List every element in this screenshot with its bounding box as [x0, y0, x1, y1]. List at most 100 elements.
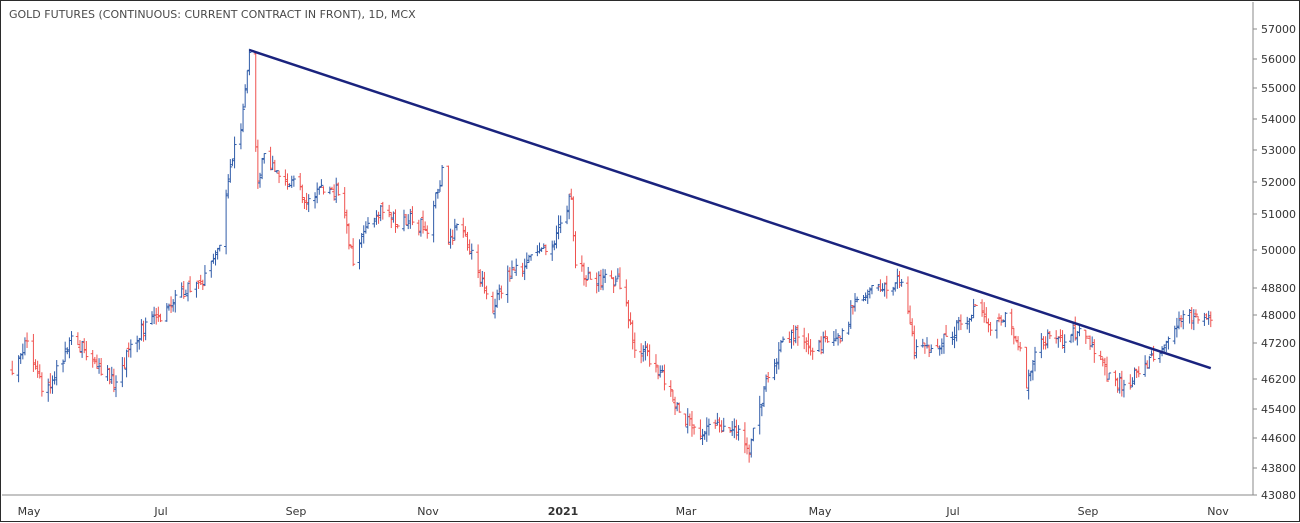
ohlc-bar: [480, 270, 485, 287]
y-tick-label: 50000: [1261, 244, 1296, 257]
ohlc-bar: [321, 186, 326, 195]
ohlc-bar: [262, 153, 267, 164]
ohlc-bar: [685, 408, 690, 434]
ohlc-bar: [1092, 339, 1097, 363]
ohlc-bar: [156, 306, 161, 322]
ohlc-bar: [721, 417, 726, 432]
ohlc-bar: [285, 173, 290, 190]
ohlc-bar: [869, 285, 874, 295]
ohlc-bar: [194, 281, 199, 298]
y-tick-label: 56000: [1261, 53, 1296, 66]
ohlc-bar: [54, 360, 59, 386]
ohlc-bar: [632, 332, 637, 358]
ohlc-bar: [613, 275, 618, 286]
ohlc-bar: [1119, 370, 1124, 397]
ohlc-bar: [965, 316, 970, 330]
ohlc-bar: [304, 192, 309, 211]
ohlc-bar: [950, 331, 955, 345]
x-tick-label: Sep: [286, 505, 307, 518]
ohlc-bar: [25, 332, 30, 348]
ohlc-bar: [802, 327, 807, 350]
ohlc-bar: [804, 337, 809, 353]
ohlc-bar: [609, 270, 614, 279]
ohlc-bar: [179, 282, 184, 298]
ohlc-bar: [499, 285, 504, 299]
ohlc-bar: [120, 357, 125, 388]
ohlc-bar: [954, 320, 959, 342]
ohlc-bar: [706, 418, 711, 436]
ohlc-bar: [80, 340, 85, 358]
x-tick-label: Mar: [676, 505, 697, 518]
ohlc-bar: [973, 304, 978, 306]
y-tick-label: 45400: [1261, 403, 1296, 416]
ohlc-bar: [50, 375, 55, 394]
ohlc-bar: [704, 417, 709, 442]
ohlc-bar: [1107, 372, 1112, 380]
ohlc-bar: [128, 339, 133, 358]
ohlc-bar: [247, 48, 252, 76]
ohlc-bar: [171, 299, 176, 312]
ohlc-bar: [1030, 359, 1035, 381]
ohlc-bar: [736, 425, 741, 441]
ohlc-bar: [1056, 336, 1061, 348]
x-tick-label: May: [18, 505, 41, 518]
ohlc-bar: [899, 279, 904, 287]
ohlc-bar: [228, 159, 233, 183]
ohlc-bar: [956, 316, 961, 331]
x-tick-label: May: [809, 505, 832, 518]
ohlc-bar: [327, 186, 332, 195]
ohlc-bar: [670, 389, 675, 402]
ohlc-bar: [484, 285, 489, 300]
ohlc-bar: [643, 341, 648, 361]
ohlc-bar: [558, 215, 563, 234]
ohlc-bar: [855, 296, 860, 303]
ohlc-bar: [497, 284, 502, 301]
ohlc-bar: [454, 223, 459, 231]
ohlc-bar: [935, 338, 940, 348]
ohlc-bar: [999, 315, 1004, 326]
ohlc-bar: [39, 372, 44, 397]
ohlc-bar: [291, 175, 296, 187]
ohlc-bar: [376, 211, 381, 224]
ohlc-bar: [689, 411, 694, 437]
ohlc-bar: [255, 139, 260, 189]
ohlc-bar: [418, 218, 423, 237]
ohlc-bar: [421, 210, 426, 234]
ohlc-bar: [645, 343, 650, 357]
ohlc-bar: [169, 296, 174, 313]
ohlc-bar: [61, 359, 66, 373]
ohlc-bar: [1039, 333, 1044, 359]
ohlc-bar: [543, 244, 548, 256]
ohlc-bar: [825, 336, 830, 343]
ohlc-bar: [882, 282, 887, 297]
ohlc-bar: [1117, 372, 1122, 394]
y-tick-label: 57000: [1261, 23, 1296, 36]
ohlc-bar: [601, 268, 606, 291]
ohlc-bar: [514, 258, 519, 276]
ohlc-bar: [905, 276, 910, 315]
ohlc-bar: [315, 182, 320, 204]
ohlc-bar: [1191, 309, 1196, 331]
ohlc-bar: [361, 225, 366, 244]
ohlc-bar: [272, 159, 277, 172]
ohlc-bar: [846, 321, 851, 335]
ohlc-bar: [260, 157, 265, 180]
ohlc-bar: [440, 165, 445, 187]
ohlc-bar: [1143, 355, 1148, 377]
ohlc-bar: [677, 402, 682, 413]
ohlc-bar: [1196, 315, 1201, 324]
ohlc-bar: [435, 188, 440, 199]
ohlc-bar: [387, 204, 392, 218]
ohlc-bar: [365, 217, 370, 229]
ohlc-bar: [971, 298, 976, 319]
ohlc-bar: [226, 174, 231, 199]
ohlc-bar: [571, 196, 576, 242]
y-tick-label: 52000: [1261, 176, 1296, 189]
ohlc-bar: [1208, 311, 1213, 328]
x-tick-label: Sep: [1078, 505, 1099, 518]
ohlc-bar: [732, 418, 737, 439]
ohlc-bar: [317, 186, 322, 195]
ohlc-bar: [1136, 366, 1141, 378]
ohlc-bar: [135, 335, 140, 353]
